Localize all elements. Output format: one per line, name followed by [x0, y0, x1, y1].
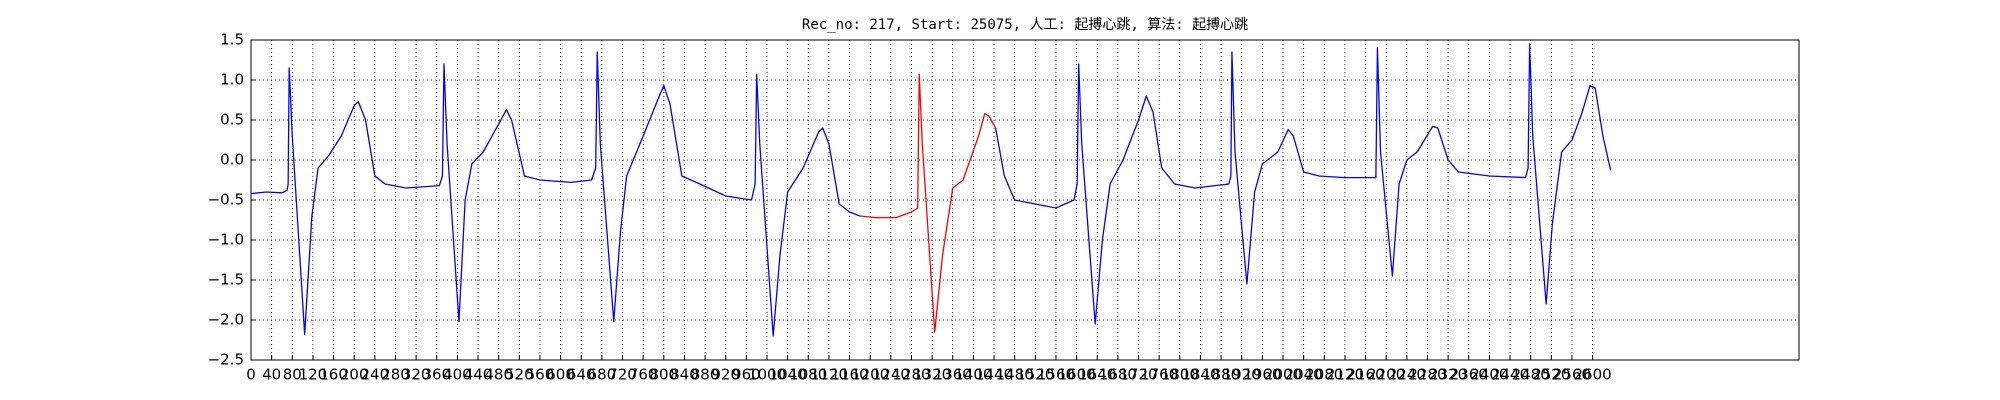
x-tick-label: 2120 [1326, 366, 1364, 384]
x-tick-label: 160 [319, 366, 348, 384]
x-tick-label: 1760 [1140, 366, 1178, 384]
x-tick-label: 1920 [1223, 366, 1261, 384]
x-tick-label: 960 [732, 366, 761, 384]
x-tick-label: 600 [546, 366, 575, 384]
x-tick-label: 1120 [810, 366, 848, 384]
y-tick-label: −1.5 [208, 271, 244, 289]
x-tick-label: 2280 [1408, 366, 1446, 384]
y-tick-label: 0.5 [220, 111, 244, 129]
plot-frame [250, 39, 1800, 361]
y-tick-label: −2.0 [208, 311, 244, 329]
x-tick-label: 2040 [1285, 366, 1323, 384]
x-tick-label: 720 [608, 366, 637, 384]
y-tick-label: 0.0 [220, 151, 244, 169]
x-tick-label: 1400 [954, 366, 992, 384]
x-tick-label: 1240 [872, 366, 910, 384]
y-tick-label: 1.0 [220, 71, 244, 89]
x-tick-label: 2480 [1512, 366, 1550, 384]
x-tick-label: 320 [402, 366, 431, 384]
x-tick-label: 2400 [1470, 366, 1508, 384]
x-tick-label: 2520 [1532, 366, 1570, 384]
x-tick-label: 1320 [913, 366, 951, 384]
series-line [250, 43, 1612, 337]
chart-title: Rec_no: 217, Start: 25075, 人工: 起搏心跳, 算法:… [802, 16, 1248, 33]
x-tick-label: 2320 [1429, 366, 1467, 384]
y-tick-label: −0.5 [208, 191, 244, 209]
x-tick-label: 1520 [1016, 366, 1054, 384]
y-tick-label: −2.5 [208, 351, 244, 369]
x-tick-label: 360 [422, 366, 451, 384]
x-tick-label: 1160 [830, 366, 868, 384]
x-tick-label: 800 [649, 366, 678, 384]
x-tick-label: 1360 [934, 366, 972, 384]
x-tick-label: 1840 [1181, 366, 1219, 384]
x-tick-label: 1040 [769, 366, 807, 384]
x-tick-label: 1600 [1058, 366, 1096, 384]
x-tick-label: 1880 [1202, 366, 1240, 384]
x-tick-label: 240 [361, 366, 390, 384]
x-tick-label: 280 [381, 366, 410, 384]
x-tick-label: 2200 [1367, 366, 1405, 384]
x-tick-label: 2600 [1574, 366, 1612, 384]
x-tick-label: 1960 [1243, 366, 1281, 384]
x-tick-label: 2360 [1450, 366, 1488, 384]
x-tick-label: 1440 [975, 366, 1013, 384]
x-tick-label: 680 [588, 366, 617, 384]
x-tick-label: 40 [262, 366, 281, 384]
x-tick-label: 1640 [1078, 366, 1116, 384]
x-tick-label: 1080 [789, 366, 827, 384]
x-tick-label: 1480 [996, 366, 1034, 384]
x-tick-label: 440 [464, 366, 493, 384]
x-tick-label: 2240 [1388, 366, 1426, 384]
y-tick-label: 1.5 [220, 31, 244, 49]
x-tick-label: 560 [526, 366, 555, 384]
x-tick-label: 80 [283, 366, 302, 384]
x-tick-label: 640 [567, 366, 596, 384]
x-tick-label: 760 [629, 366, 658, 384]
y-tick-label: −1.0 [208, 231, 244, 249]
series-line [859, 73, 997, 333]
x-tick-label: 2080 [1305, 366, 1343, 384]
x-tick-label: 400 [443, 366, 472, 384]
x-tick-label: 120 [299, 366, 328, 384]
x-tick-label: 2440 [1491, 366, 1529, 384]
x-tick-label: 200 [340, 366, 369, 384]
x-tick-label: 1720 [1119, 366, 1157, 384]
x-tick-label: 1280 [892, 366, 930, 384]
x-tick-label: 1000 [748, 366, 786, 384]
x-tick-label: 520 [505, 366, 534, 384]
x-tick-label: 1560 [1037, 366, 1075, 384]
x-tick-label: 1800 [1161, 366, 1199, 384]
x-tick-label: 480 [484, 366, 513, 384]
x-tick-label: 2560 [1553, 366, 1591, 384]
x-tick-label: 880 [691, 366, 720, 384]
x-tick-label: 1680 [1099, 366, 1137, 384]
x-tick-label: 920 [711, 366, 740, 384]
x-tick-label: 2000 [1264, 366, 1302, 384]
x-tick-label: 2160 [1346, 366, 1384, 384]
x-tick-label: 1200 [851, 366, 889, 384]
x-tick-label: 0 [246, 366, 256, 384]
x-tick-label: 840 [670, 366, 699, 384]
